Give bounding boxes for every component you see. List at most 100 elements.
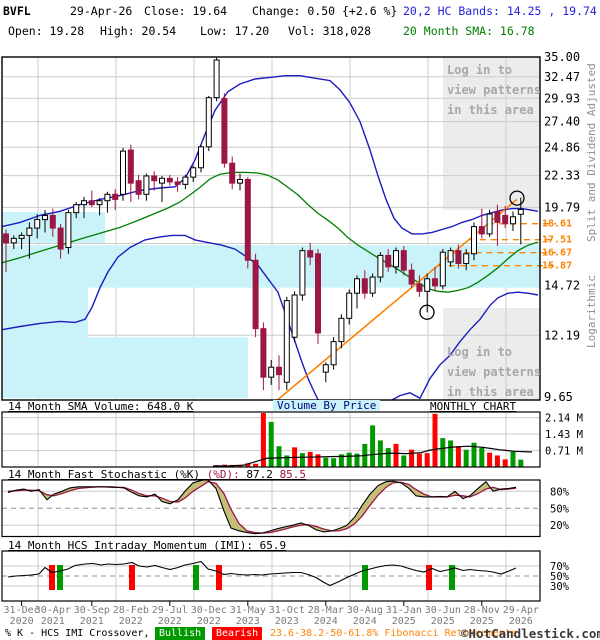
candle-down [400,250,407,271]
volume-bar [424,453,430,467]
close-value: Close: 19.64 [144,4,228,18]
login-prompt-top[interactable]: Log in to view patterns in this area [447,60,541,120]
volume-bar [268,421,274,467]
stoch-axis-label: 20% [550,520,570,532]
vbp-band [2,337,248,399]
volume-bar [323,457,329,467]
date-tick-label: 30-Dec [191,605,227,616]
fib-level-label: 17.51 [542,235,572,246]
main-price-panel [1,56,556,401]
fib-level-label: 15.87 [542,261,572,272]
date-tick-label: 29-Jul [152,605,188,616]
date-tick-year: 2025 [392,616,416,627]
login-line[interactable]: view patterns [447,83,541,97]
logarithmic-axis-note: Logarithmic [585,275,598,348]
login-line[interactable]: in this area [447,385,534,399]
candle-up [34,219,41,229]
login-prompt-bottom[interactable]: Log in to view patterns in this area [447,342,541,402]
bullish-crossover-marker [193,565,199,590]
volume-axis-label: 1.43 M [545,429,583,441]
candle-down [315,253,321,334]
candle-down [151,175,158,182]
date-tick-year: 2025 [431,616,455,627]
candle-down [478,226,485,235]
candle-down [229,162,236,184]
price-axis-label: 29.93 [544,91,580,105]
date-tick-year: 2023 [236,616,260,627]
candle-down [260,328,267,378]
candle-down [307,250,314,258]
login-line[interactable]: Log in to [447,63,513,77]
volume-bar [385,448,391,467]
bearish-crossover-marker [216,565,222,590]
candle-up [190,167,197,178]
sma20-line [2,171,539,293]
candle-down [385,254,392,268]
candle-up [237,178,243,184]
price-axis-label: 24.86 [544,140,580,154]
date-tick-year: 2022 [197,616,221,627]
candle-up [198,146,204,169]
candle-up [26,227,33,236]
price-axis-label: 12.19 [544,328,580,342]
volume-bar [401,455,407,467]
volume-axis-label: 2.14 M [545,413,583,425]
stochastic-k-value: 87.2 [239,468,280,481]
adjusted-axis-note: Split and Dividend Adjusted [585,63,598,242]
candle-up [510,216,516,225]
date-tick-label: 30-Aug [347,605,383,616]
stochastic-panel [1,479,541,538]
date-tick-year: 2024 [314,616,338,627]
copyright-link[interactable]: ©HotCandlestick.com [461,626,600,640]
candle-down [252,259,259,330]
hc-bands-value: 20,2 HC Bands: 14.25 , 19.74 [403,4,597,18]
price-axis-label: 14.72 [544,279,580,293]
bearish-crossover-marker [129,565,135,590]
volume-bar [338,454,344,467]
candle-up [213,59,220,99]
login-line[interactable]: view patterns [447,365,541,379]
candle-up [268,366,275,378]
date-tick-label: 28-Mar [308,605,344,616]
candle-up [283,300,290,383]
crossover-legend-label: % K - HCS IMI Crossover, [5,628,150,639]
date-tick-year: 2024 [353,616,377,627]
date-tick-label: 31-Dec [4,605,40,616]
stoch-axis-label: 50% [550,503,570,515]
volume-bar [479,448,485,467]
date-tick-year: 2022 [158,616,182,627]
date-tick-label: 30-Jun [425,605,461,616]
pattern-marker-circle [419,304,435,320]
candle-down [88,200,95,206]
low-value: Low: 17.20 [200,24,270,38]
candle-up [96,200,103,206]
stochastic-title-d: (%D): [206,468,240,481]
login-line[interactable]: in this area [447,103,534,117]
candle-up [18,234,25,239]
imi-panel [1,550,541,602]
candle-up [42,214,48,221]
candle-up [104,193,111,202]
imi-axis-label: 30% [550,581,570,593]
date-tick-label: 28-Feb [113,605,149,616]
volume-bar [245,463,251,467]
volume-bar [416,453,422,467]
candle-down [244,178,251,261]
date-tick-year: 2021 [41,616,65,627]
volume-bar [409,449,415,467]
bullish-badge: Bullish [155,627,206,640]
volume-bar [346,452,352,467]
candle-down [57,227,64,250]
login-line[interactable]: Log in to [447,345,513,359]
login-area-top [443,57,540,210]
candle-down [276,366,282,376]
date-tick-year: 2021 [80,616,104,627]
fib-level-label: 16.67 [542,248,572,259]
candle-up [322,364,329,373]
candle-down [361,278,368,294]
candle-up [471,226,477,255]
candle-up [486,213,493,235]
date-tick-year: 2023 [275,616,299,627]
candle-down [127,149,134,184]
volume-panel-title: 14 Month SMA Volume: 648.0 K [8,400,194,413]
